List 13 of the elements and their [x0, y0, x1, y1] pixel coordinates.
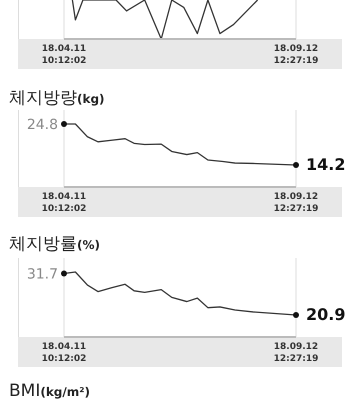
x-tick-label: 18.09.12 12:27:19	[274, 192, 318, 214]
x-tick-label: 18.04.11 10:12:02	[42, 44, 86, 66]
x-tick-label: 18.04.11 10:12:02	[42, 192, 86, 214]
data-label: 20.9	[306, 305, 346, 324]
x-tick-label: 18.04.11 10:12:02	[42, 342, 86, 364]
chart-title: 체지방률(%)	[9, 233, 100, 255]
data-label: 24.8	[26, 117, 58, 133]
x-tick-label: 18.09.12 12:27:19	[274, 342, 318, 364]
data-label: 14.2	[306, 155, 346, 174]
x-tick-label: 18.09.12 12:27:19	[274, 44, 318, 66]
chart-title: 체지방량(kg)	[9, 87, 105, 109]
text: BMI(kg/m²)	[9, 381, 90, 400]
data-label: 31.7	[26, 266, 58, 283]
